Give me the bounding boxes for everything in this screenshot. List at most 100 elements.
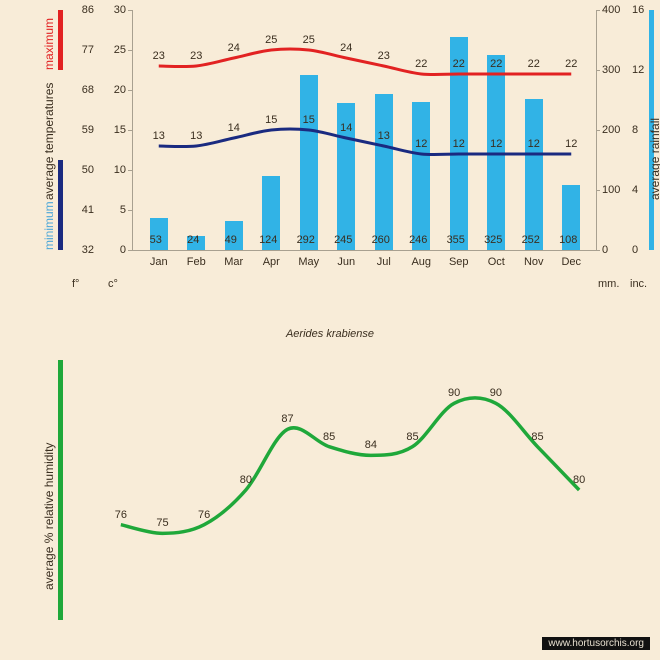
humidity-value-Oct: 90 [484,387,508,399]
c-axis-line [132,10,133,250]
unit-mm: mm. [598,278,619,290]
rain-value-Jul: 260 [369,234,393,246]
max-value-May: 25 [297,34,321,46]
max-value-Feb: 23 [184,50,208,62]
mm-axis-line [596,10,597,250]
month-Feb: Feb [181,256,211,268]
rain-value-Oct: 325 [481,234,505,246]
species-subtitle: Aerides krabiense [0,328,660,340]
watermark: www.hortusorchis.org [542,637,650,650]
rain-value-Nov: 252 [519,234,543,246]
min-value-Apr: 15 [259,114,283,126]
month-Jun: Jun [331,256,361,268]
month-Apr: Apr [256,256,286,268]
max-value-Sep: 22 [447,58,471,70]
rain-value-Dec: 108 [556,234,580,246]
c-ticks-20: 20 [104,84,126,96]
inc-ticks-16: 16 [632,4,658,16]
humidity-value-Dec: 80 [567,474,591,486]
humidity-value-Jan: 76 [109,509,133,521]
humidity-svg [100,360,600,620]
month-Jul: Jul [369,256,399,268]
max-value-Dec: 22 [559,58,583,70]
humidity-value-Nov: 85 [526,431,550,443]
lbl-humidity: average % relative humidity [42,390,56,590]
min-value-Mar: 14 [222,122,246,134]
max-temp-line [159,49,572,75]
month-Sep: Sep [444,256,474,268]
page-root: minimum average temperatures maximum max… [0,0,660,660]
min-value-Aug: 12 [409,138,433,150]
rain-value-Jan: 53 [144,234,168,246]
c-ticks-0: 0 [104,244,126,256]
min-value-Dec: 12 [559,138,583,150]
min-value-May: 15 [297,114,321,126]
mm-ticks-300: 300 [602,64,628,76]
humidity-value-Sep: 90 [442,387,466,399]
max-value-Mar: 24 [222,42,246,54]
inc-ticks-8: 8 [632,124,658,136]
mm-ticks-100: 100 [602,184,628,196]
f-ticks-68: 68 [72,84,94,96]
f-ticks-86: 86 [72,4,94,16]
month-Dec: Dec [556,256,586,268]
max-value-Jan: 23 [147,50,171,62]
c-ticks-30: 30 [104,4,126,16]
f-ticks-32: 32 [72,244,94,256]
rain-value-Jun: 245 [331,234,355,246]
humidity-value-Mar: 76 [192,509,216,521]
month-Mar: Mar [219,256,249,268]
c-ticks-25: 25 [104,44,126,56]
unit-c: c° [108,278,118,290]
inc-ticks-4: 4 [632,184,658,196]
rain-value-Sep: 355 [444,234,468,246]
max-value-Jul: 23 [372,50,396,62]
f-ticks-50: 50 [72,164,94,176]
rain-value-May: 292 [294,234,318,246]
month-Oct: Oct [481,256,511,268]
humidity-value-Jul: 84 [359,439,383,451]
humidity-value-May: 87 [276,413,300,425]
unit-f: f° [72,278,79,290]
min-value-Feb: 13 [184,130,208,142]
bottom-chart: average % relative humidity 76 75 76 80 87 85… [0,350,660,650]
max-value-Aug: 22 [409,58,433,70]
lbl-maximum-v: maximum [42,8,56,70]
rain-value-Apr: 124 [256,234,280,246]
max-value-Apr: 25 [259,34,283,46]
humidity-value-Feb: 75 [151,517,175,529]
humidity-value-Aug: 85 [401,431,425,443]
rain-value-Aug: 246 [406,234,430,246]
min-value-Jul: 13 [372,130,396,142]
top-chart: minimum average temperatures maximum max… [0,0,660,300]
min-value-Nov: 12 [522,138,546,150]
month-Nov: Nov [519,256,549,268]
f-ticks-77: 77 [72,44,94,56]
humidity-line [121,398,579,533]
bottom-plot-area: 76 75 76 80 87 85 84 85 90 90 85 80 [100,360,600,620]
humidity-value-Apr: 80 [234,474,258,486]
rain-value-Feb: 24 [181,234,205,246]
c-ticks-5: 5 [104,204,126,216]
f-ticks-41: 41 [72,204,94,216]
f-ticks-59: 59 [72,124,94,136]
c-ticks-10: 10 [104,164,126,176]
humidity-value-Jun: 85 [317,431,341,443]
x-axis-line [132,250,596,251]
top-plot-area: 232324252524232222222222 131314151514131… [140,10,590,250]
min-value-Jan: 13 [147,130,171,142]
max-value-Nov: 22 [522,58,546,70]
max-value-Oct: 22 [484,58,508,70]
humidity-strip [58,360,63,620]
min-strip [58,160,63,250]
month-May: May [294,256,324,268]
mm-ticks-200: 200 [602,124,628,136]
min-value-Oct: 12 [484,138,508,150]
mm-ticks-400: 400 [602,4,628,16]
unit-inc: inc. [630,278,647,290]
month-Jan: Jan [144,256,174,268]
inc-ticks-0: 0 [632,244,658,256]
min-temp-line [159,129,572,155]
max-value-Jun: 24 [334,42,358,54]
mm-ticks-0: 0 [602,244,628,256]
